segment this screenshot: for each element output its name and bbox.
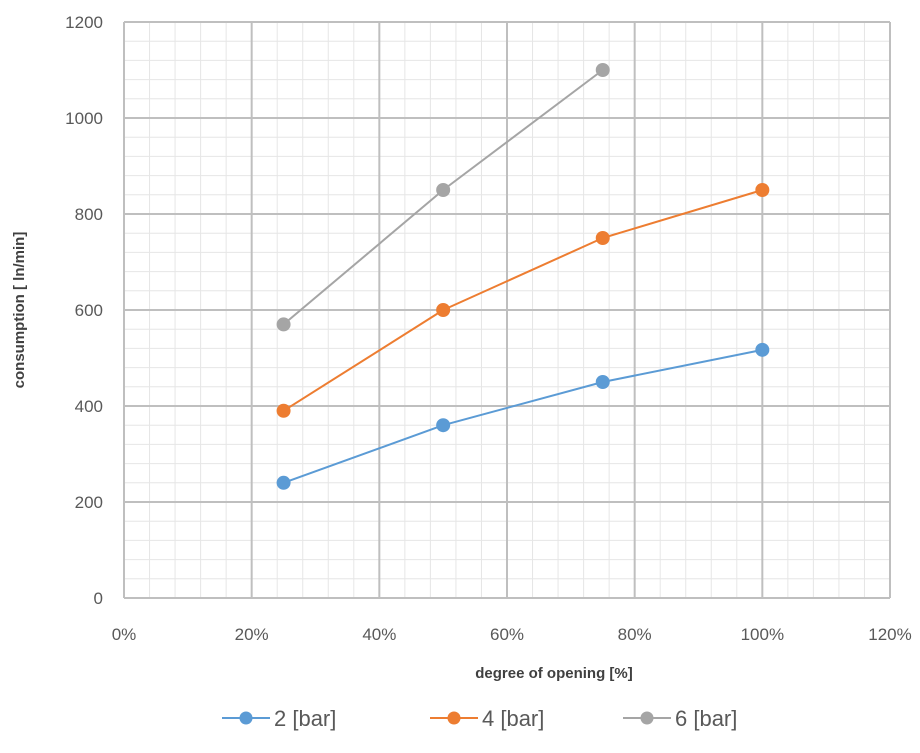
x-axis-title: degree of opening [%]	[475, 665, 633, 682]
data-point	[436, 303, 451, 317]
x-tick-label: 40%	[362, 625, 396, 644]
y-tick-label: 0	[94, 589, 103, 608]
legend-marker	[447, 711, 461, 725]
legend-item: 6 [bar]	[623, 706, 737, 731]
data-point	[755, 342, 770, 357]
series-group	[276, 342, 770, 490]
x-tick-label: 120%	[868, 625, 911, 644]
y-axis-title: consumption [ ln/min]	[11, 232, 28, 389]
series-line	[283, 348, 763, 484]
y-tick-label: 1000	[65, 109, 103, 128]
data-point	[276, 475, 291, 490]
series-group	[276, 183, 770, 418]
legend-item: 2 [bar]	[222, 706, 336, 731]
x-axis-tick-labels: 0% 20% 40% 60% 80% 100% 120%	[112, 625, 912, 644]
legend-item: 4 [bar]	[430, 706, 544, 731]
data-point	[276, 317, 291, 332]
legend-label: 6 [bar]	[675, 706, 737, 731]
major-gridlines	[123, 21, 891, 599]
x-tick-label: 60%	[490, 625, 524, 644]
data-point	[755, 183, 770, 197]
x-tick-label: 0%	[112, 625, 137, 644]
data-point	[595, 63, 610, 77]
legend-marker	[640, 711, 654, 725]
y-tick-label: 400	[75, 397, 103, 416]
y-tick-label: 200	[75, 493, 103, 512]
legend-label: 4 [bar]	[482, 706, 544, 731]
data-point	[595, 375, 610, 389]
series-layer	[276, 63, 770, 490]
series-line	[283, 189, 763, 412]
y-tick-label: 600	[75, 301, 103, 320]
legend-label: 2 [bar]	[274, 706, 336, 731]
data-point	[595, 231, 610, 245]
y-axis-tick-labels: 0 200 400 600 800 1000 1200	[65, 13, 103, 608]
data-point	[276, 403, 291, 418]
data-point	[436, 183, 451, 197]
legend: 2 [bar] 4 [bar] 6 [bar]	[222, 706, 737, 731]
y-tick-label: 800	[75, 205, 103, 224]
x-tick-label: 80%	[618, 625, 652, 644]
series-line	[282, 69, 604, 326]
x-tick-label: 20%	[235, 625, 269, 644]
y-tick-label: 1200	[65, 13, 103, 32]
x-tick-label: 100%	[741, 625, 784, 644]
series-group	[276, 63, 610, 332]
legend-marker	[239, 711, 253, 725]
data-point	[436, 418, 451, 433]
